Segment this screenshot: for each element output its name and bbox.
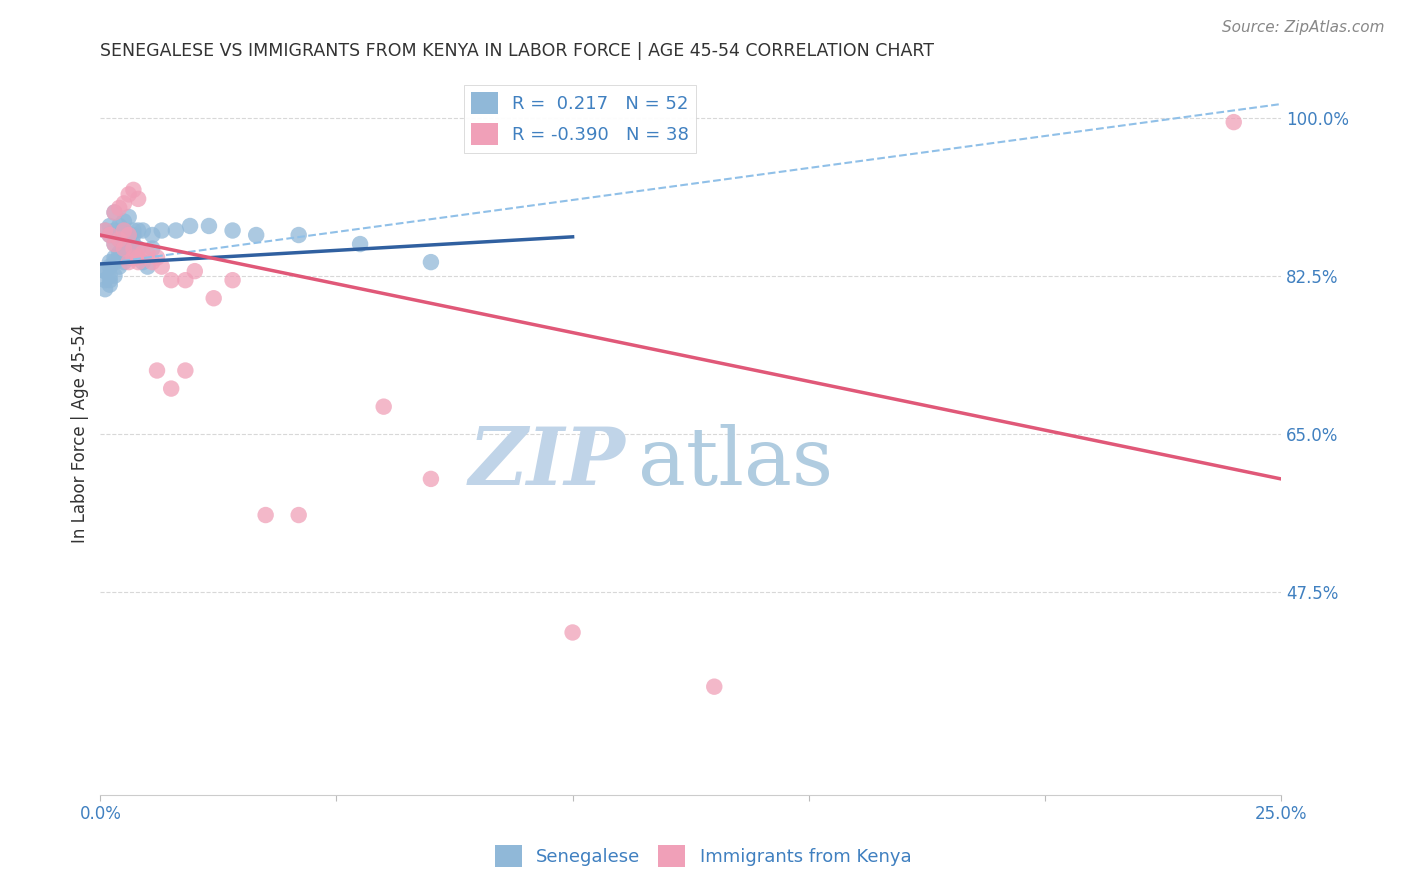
Point xyxy=(118,233,141,247)
Point xyxy=(245,227,267,242)
Point xyxy=(198,219,221,233)
Point xyxy=(122,251,145,265)
Point xyxy=(103,205,125,219)
Point xyxy=(94,264,117,278)
Point xyxy=(174,363,197,377)
Point xyxy=(103,223,125,237)
Point xyxy=(127,255,149,269)
Point xyxy=(103,251,125,265)
Point xyxy=(94,273,117,287)
Point xyxy=(160,382,183,396)
Point xyxy=(127,251,149,265)
Point xyxy=(160,273,183,287)
Point xyxy=(98,227,121,242)
Point xyxy=(112,223,135,237)
Point xyxy=(98,227,121,242)
Point xyxy=(122,242,145,256)
Point xyxy=(141,255,163,269)
Point xyxy=(132,246,155,260)
Point xyxy=(112,242,135,256)
Point xyxy=(146,363,169,377)
Point xyxy=(127,192,149,206)
Point xyxy=(127,242,149,256)
Point xyxy=(98,260,121,274)
Point xyxy=(179,219,201,233)
Point xyxy=(112,196,135,211)
Point xyxy=(174,273,197,287)
Point xyxy=(202,291,225,305)
Text: atlas: atlas xyxy=(637,424,832,501)
Point xyxy=(112,223,135,237)
Point xyxy=(108,233,131,247)
Point xyxy=(150,260,173,274)
Text: Source: ZipAtlas.com: Source: ZipAtlas.com xyxy=(1222,20,1385,35)
Point xyxy=(136,246,159,260)
Point xyxy=(108,260,131,274)
Point xyxy=(98,255,121,269)
Point xyxy=(108,219,131,233)
Point xyxy=(103,237,125,252)
Point xyxy=(127,223,149,237)
Point xyxy=(118,210,141,224)
Point xyxy=(221,223,243,237)
Point xyxy=(373,400,395,414)
Point xyxy=(103,268,125,283)
Point xyxy=(132,255,155,269)
Point xyxy=(103,205,125,219)
Text: ZIP: ZIP xyxy=(468,424,626,501)
Legend: Senegalese, Immigrants from Kenya: Senegalese, Immigrants from Kenya xyxy=(488,838,918,874)
Point xyxy=(165,223,187,237)
Point xyxy=(112,242,135,256)
Point xyxy=(112,214,135,228)
Point xyxy=(254,508,277,522)
Point xyxy=(349,237,371,252)
Point xyxy=(118,227,141,242)
Point xyxy=(94,264,117,278)
Point xyxy=(184,264,207,278)
Point xyxy=(118,237,141,252)
Point xyxy=(112,242,135,256)
Point xyxy=(221,273,243,287)
Point xyxy=(146,251,169,265)
Legend: R =  0.217   N = 52, R = -0.390   N = 38: R = 0.217 N = 52, R = -0.390 N = 38 xyxy=(464,85,696,153)
Point xyxy=(561,625,583,640)
Point xyxy=(98,219,121,233)
Point xyxy=(287,508,309,522)
Point xyxy=(98,277,121,292)
Point xyxy=(419,255,441,269)
Point xyxy=(94,282,117,296)
Point xyxy=(94,223,117,237)
Point xyxy=(108,227,131,242)
Y-axis label: In Labor Force | Age 45-54: In Labor Force | Age 45-54 xyxy=(72,325,89,543)
Point xyxy=(122,183,145,197)
Point xyxy=(118,255,141,269)
Point xyxy=(118,251,141,265)
Point xyxy=(141,242,163,256)
Point xyxy=(112,255,135,269)
Point xyxy=(94,223,117,237)
Point xyxy=(98,273,121,287)
Point xyxy=(108,246,131,260)
Point xyxy=(287,227,309,242)
Point xyxy=(108,201,131,215)
Point xyxy=(108,233,131,247)
Point xyxy=(1222,115,1244,129)
Point xyxy=(98,268,121,283)
Point xyxy=(419,472,441,486)
Point xyxy=(108,251,131,265)
Point xyxy=(703,680,725,694)
Point xyxy=(132,223,155,237)
Point xyxy=(122,223,145,237)
Point xyxy=(150,223,173,237)
Point xyxy=(103,237,125,252)
Point xyxy=(122,237,145,252)
Point xyxy=(103,255,125,269)
Point xyxy=(136,260,159,274)
Text: SENEGALESE VS IMMIGRANTS FROM KENYA IN LABOR FORCE | AGE 45-54 CORRELATION CHART: SENEGALESE VS IMMIGRANTS FROM KENYA IN L… xyxy=(100,42,935,60)
Point xyxy=(118,187,141,202)
Point xyxy=(122,227,145,242)
Point xyxy=(141,227,163,242)
